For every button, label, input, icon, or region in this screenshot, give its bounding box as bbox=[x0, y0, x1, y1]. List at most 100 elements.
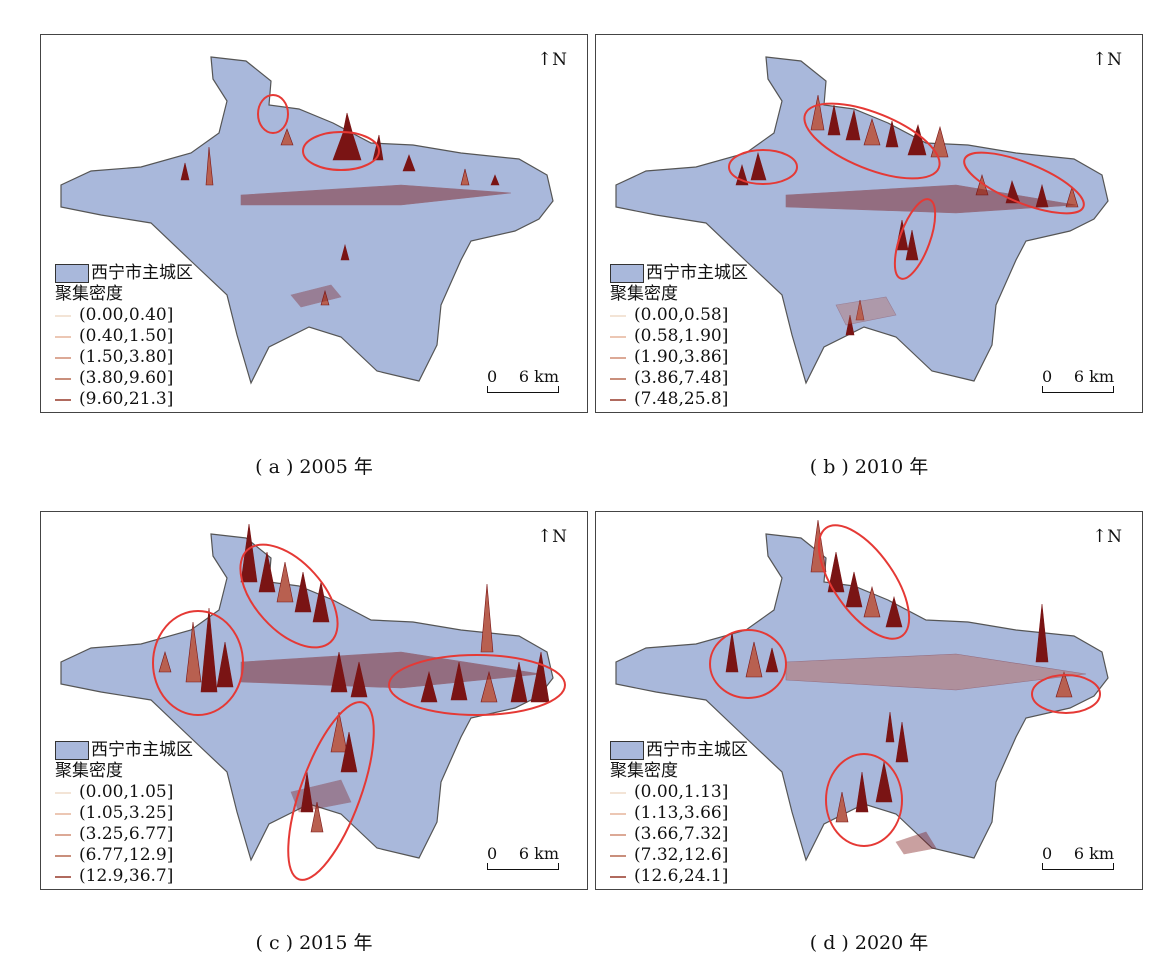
legend-line bbox=[610, 377, 626, 380]
legend-class-label: (3.66,7.32] bbox=[634, 824, 729, 844]
legend-class-4: (6.77,12.9] bbox=[55, 845, 193, 866]
legend: 西宁市主城区 聚集密度 (0.00,0.40] (0.40,1.50] (1.5… bbox=[55, 263, 193, 410]
legend-class-label: (3.25,6.77] bbox=[79, 824, 174, 844]
legend: 西宁市主城区 聚集密度 (0.00,1.13] (1.13,3.66] (3.6… bbox=[610, 740, 748, 887]
legend-class-label: (1.05,3.25] bbox=[79, 803, 174, 823]
legend-class-label: (7.48,25.8] bbox=[634, 389, 729, 409]
region-swatch bbox=[610, 264, 644, 283]
scale-start: 0 bbox=[487, 367, 498, 386]
scale-bar: 0 6 km bbox=[1042, 844, 1114, 870]
legend-class-label: (0.00,0.40] bbox=[79, 305, 174, 325]
scale-end: 6 km bbox=[518, 844, 559, 863]
city-region-shape bbox=[60, 533, 554, 862]
legend-class-3: (3.66,7.32] bbox=[610, 824, 748, 845]
legend-class-label: (12.6,24.1] bbox=[634, 866, 729, 886]
legend-title: 聚集密度 bbox=[610, 284, 678, 304]
north-arrow-icon: ↑ bbox=[1092, 526, 1108, 547]
legend-line bbox=[610, 812, 626, 815]
legend-class-label: (0.00,0.58] bbox=[634, 305, 729, 325]
scale-bar-line bbox=[487, 863, 559, 870]
legend-class-label: (9.60,21.3] bbox=[79, 389, 174, 409]
legend-region-row: 西宁市主城区 bbox=[610, 263, 748, 284]
spikes-layer bbox=[158, 523, 550, 833]
legend-class-label: (3.86,7.48] bbox=[634, 368, 729, 388]
legend-class-3: (1.90,3.86] bbox=[610, 347, 748, 368]
legend-title: 聚集密度 bbox=[610, 761, 678, 781]
map-canvas bbox=[60, 523, 566, 881]
region-swatch bbox=[55, 264, 89, 283]
north-arrow: ↑N bbox=[537, 526, 567, 547]
map-canvas bbox=[60, 56, 554, 385]
hotspot-ellipses bbox=[152, 543, 566, 881]
map-panel-c: ↑N 西宁市主城区 聚集密度 (0.00,1.05] (1.05,3.25] (… bbox=[40, 511, 588, 890]
legend-class-label: (0.40,1.50] bbox=[79, 326, 174, 346]
legend-class-2: (0.40,1.50] bbox=[55, 326, 193, 347]
legend-class-label: (6.77,12.9] bbox=[79, 845, 174, 865]
legend-title: 聚集密度 bbox=[55, 761, 123, 781]
legend-class-label: (7.32,12.6] bbox=[634, 845, 729, 865]
legend-line bbox=[55, 335, 71, 338]
legend-line bbox=[55, 875, 71, 878]
legend-class-2: (1.05,3.25] bbox=[55, 803, 193, 824]
legend-region-row: 西宁市主城区 bbox=[610, 740, 748, 761]
hotspot-ellipses bbox=[709, 524, 1101, 847]
legend-line bbox=[55, 854, 71, 857]
legend-region-row: 西宁市主城区 bbox=[55, 740, 193, 761]
city-region-shape bbox=[615, 533, 1109, 862]
legend-class-3: (1.50,3.80] bbox=[55, 347, 193, 368]
legend-region-label: 西宁市主城区 bbox=[91, 263, 193, 283]
spikes-layer bbox=[725, 519, 1087, 855]
north-label: N bbox=[552, 527, 567, 547]
legend-line bbox=[610, 854, 626, 857]
legend-class-1: (0.00,1.13] bbox=[610, 782, 748, 803]
legend-region-label: 西宁市主城区 bbox=[646, 740, 748, 760]
scale-bar: 0 6 km bbox=[1042, 367, 1114, 393]
legend-line bbox=[610, 314, 626, 317]
scale-bar: 0 6 km bbox=[487, 844, 559, 870]
legend-class-label: (1.90,3.86] bbox=[634, 347, 729, 367]
scale-start: 0 bbox=[1042, 844, 1053, 863]
north-label: N bbox=[1107, 50, 1122, 70]
region-swatch bbox=[55, 741, 89, 760]
north-arrow: ↑N bbox=[1092, 49, 1122, 70]
legend-line bbox=[55, 812, 71, 815]
north-arrow-icon: ↑ bbox=[1092, 49, 1108, 70]
legend-title: 聚集密度 bbox=[55, 284, 123, 304]
legend-class-label: (12.9,36.7] bbox=[79, 866, 174, 886]
caption-a: ( a ) 2005 年 bbox=[255, 456, 373, 478]
legend-class-label: (1.50,3.80] bbox=[79, 347, 174, 367]
legend-class-1: (0.00,0.58] bbox=[610, 305, 748, 326]
scale-start: 0 bbox=[1042, 367, 1053, 386]
scale-bar-line bbox=[487, 386, 559, 393]
map-panel-d: ↑N 西宁市主城区 聚集密度 (0.00,1.13] (1.13,3.66] (… bbox=[595, 511, 1143, 890]
north-label: N bbox=[1107, 527, 1122, 547]
legend-line bbox=[610, 356, 626, 359]
scale-end: 6 km bbox=[518, 367, 559, 386]
legend-line bbox=[610, 833, 626, 836]
scale-start: 0 bbox=[487, 844, 498, 863]
legend-class-1: (0.00,0.40] bbox=[55, 305, 193, 326]
legend-line bbox=[610, 335, 626, 338]
legend-region-label: 西宁市主城区 bbox=[91, 740, 193, 760]
caption-d: ( d ) 2020 年 bbox=[809, 932, 929, 954]
scale-bar: 0 6 km bbox=[487, 367, 559, 393]
legend-class-4: (7.32,12.6] bbox=[610, 845, 748, 866]
scale-end: 6 km bbox=[1073, 367, 1114, 386]
legend-class-1: (0.00,1.05] bbox=[55, 782, 193, 803]
legend-class-5: (7.48,25.8] bbox=[610, 389, 748, 410]
spikes-layer bbox=[735, 94, 1079, 336]
legend-class-2: (1.13,3.66] bbox=[610, 803, 748, 824]
legend: 西宁市主城区 聚集密度 (0.00,0.58] (0.58,1.90] (1.9… bbox=[610, 263, 748, 410]
legend-class-4: (3.86,7.48] bbox=[610, 368, 748, 389]
map-panel-a: ↑N 西宁市主城区 聚集密度 (0.00,0.40] (0.40,1.50] (… bbox=[40, 34, 588, 413]
scale-bar-line bbox=[1042, 386, 1114, 393]
north-arrow-icon: ↑ bbox=[537, 526, 553, 547]
region-swatch bbox=[610, 741, 644, 760]
legend: 西宁市主城区 聚集密度 (0.00,1.05] (1.05,3.25] (3.2… bbox=[55, 740, 193, 887]
legend-line bbox=[55, 314, 71, 317]
map-canvas bbox=[615, 519, 1109, 862]
caption-b: ( b ) 2010 年 bbox=[809, 456, 929, 478]
legend-class-label: (0.00,1.13] bbox=[634, 782, 729, 802]
legend-line bbox=[55, 833, 71, 836]
legend-line bbox=[55, 398, 71, 401]
